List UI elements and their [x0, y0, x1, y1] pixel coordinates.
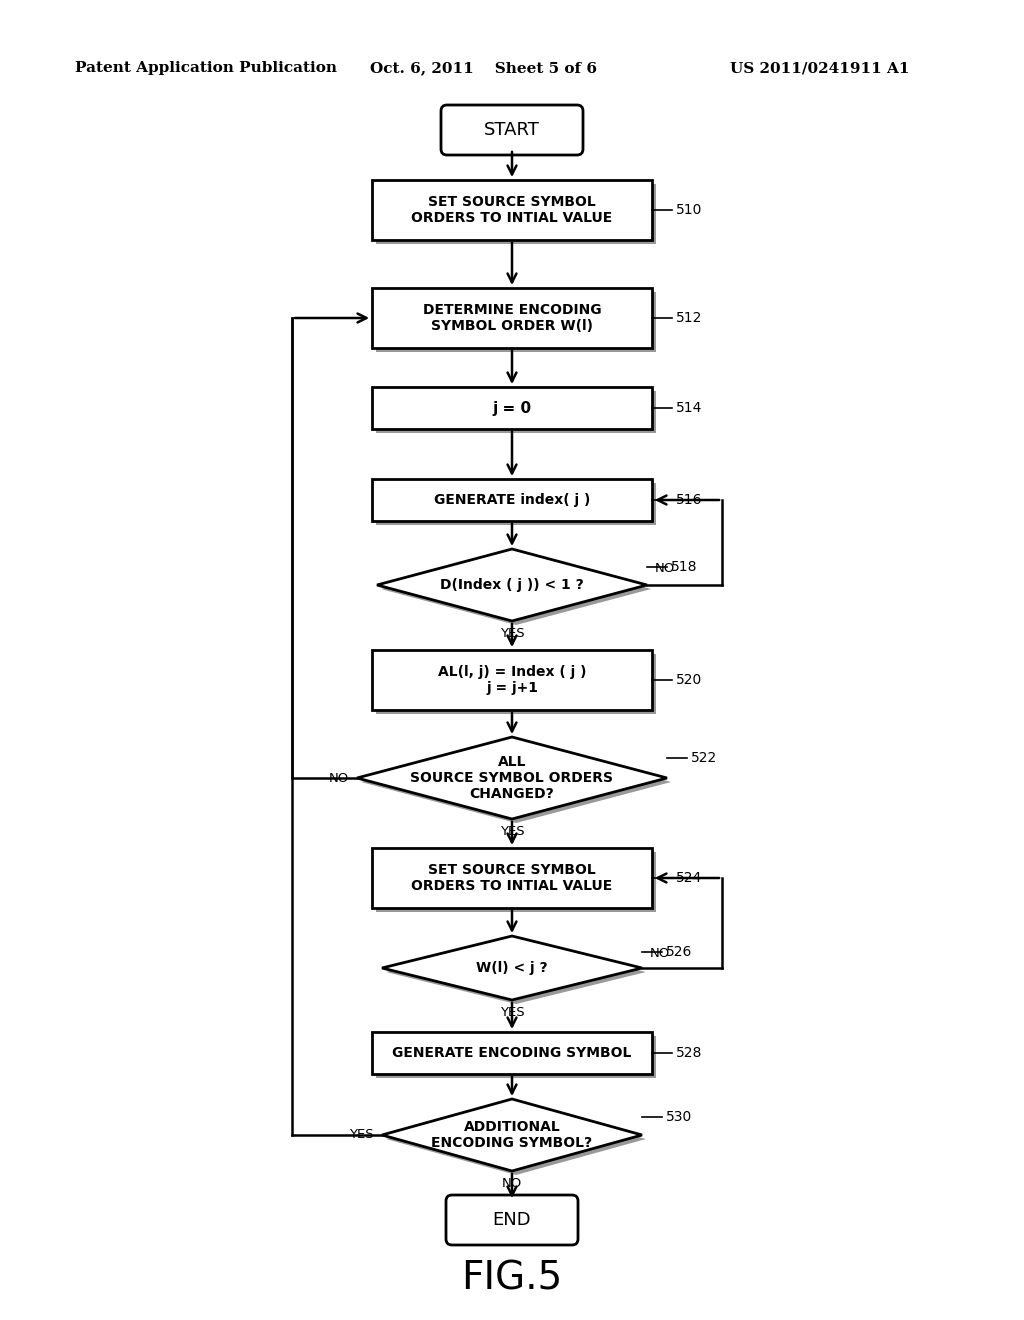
- FancyBboxPatch shape: [372, 649, 652, 710]
- Text: Oct. 6, 2011    Sheet 5 of 6: Oct. 6, 2011 Sheet 5 of 6: [370, 61, 597, 75]
- Text: SET SOURCE SYMBOL
ORDERS TO INTIAL VALUE: SET SOURCE SYMBOL ORDERS TO INTIAL VALUE: [412, 863, 612, 894]
- Text: US 2011/0241911 A1: US 2011/0241911 A1: [730, 61, 909, 75]
- Text: 524: 524: [676, 871, 702, 884]
- Text: 520: 520: [676, 673, 702, 686]
- Text: 514: 514: [676, 401, 702, 414]
- Text: ADDITIONAL
ENCODING SYMBOL?: ADDITIONAL ENCODING SYMBOL?: [431, 1119, 593, 1150]
- Text: FIG.5: FIG.5: [462, 1259, 562, 1298]
- Polygon shape: [377, 549, 647, 620]
- Polygon shape: [381, 553, 651, 624]
- Text: NO: NO: [650, 946, 671, 960]
- Text: 526: 526: [666, 945, 692, 960]
- Text: ALL
SOURCE SYMBOL ORDERS
CHANGED?: ALL SOURCE SYMBOL ORDERS CHANGED?: [411, 755, 613, 801]
- FancyBboxPatch shape: [376, 851, 656, 912]
- Text: 516: 516: [676, 492, 702, 507]
- Polygon shape: [386, 1104, 646, 1175]
- Text: START: START: [484, 121, 540, 139]
- Text: END: END: [493, 1210, 531, 1229]
- FancyBboxPatch shape: [441, 106, 583, 154]
- Text: SET SOURCE SYMBOL
ORDERS TO INTIAL VALUE: SET SOURCE SYMBOL ORDERS TO INTIAL VALUE: [412, 195, 612, 226]
- Text: 510: 510: [676, 203, 702, 216]
- Text: NO: NO: [655, 562, 675, 576]
- FancyBboxPatch shape: [376, 183, 656, 244]
- Text: j = 0: j = 0: [493, 400, 531, 416]
- Text: Patent Application Publication: Patent Application Publication: [75, 61, 337, 75]
- FancyBboxPatch shape: [376, 483, 656, 525]
- Polygon shape: [386, 940, 646, 1005]
- FancyBboxPatch shape: [372, 387, 652, 429]
- Text: GENERATE ENCODING SYMBOL: GENERATE ENCODING SYMBOL: [392, 1045, 632, 1060]
- Polygon shape: [382, 1100, 642, 1171]
- Text: NO: NO: [329, 771, 349, 784]
- FancyBboxPatch shape: [372, 1032, 652, 1074]
- Text: 522: 522: [691, 751, 717, 764]
- Polygon shape: [357, 737, 667, 818]
- Polygon shape: [361, 741, 671, 822]
- Text: 528: 528: [676, 1045, 702, 1060]
- FancyBboxPatch shape: [446, 1195, 578, 1245]
- Text: 530: 530: [666, 1110, 692, 1125]
- Text: W(l) < j ?: W(l) < j ?: [476, 961, 548, 975]
- FancyBboxPatch shape: [376, 653, 656, 714]
- Text: YES: YES: [500, 1006, 524, 1019]
- Text: 518: 518: [671, 560, 697, 574]
- Text: AL(l, j) = Index ( j )
j = j+1: AL(l, j) = Index ( j ) j = j+1: [437, 665, 587, 696]
- FancyBboxPatch shape: [376, 391, 656, 433]
- Text: DETERMINE ENCODING
SYMBOL ORDER W(l): DETERMINE ENCODING SYMBOL ORDER W(l): [423, 302, 601, 333]
- FancyBboxPatch shape: [376, 292, 656, 352]
- Text: YES: YES: [500, 825, 524, 838]
- Text: 512: 512: [676, 312, 702, 325]
- FancyBboxPatch shape: [372, 479, 652, 521]
- Text: YES: YES: [349, 1129, 374, 1142]
- Polygon shape: [382, 936, 642, 1001]
- FancyBboxPatch shape: [372, 847, 652, 908]
- Text: YES: YES: [500, 627, 524, 640]
- FancyBboxPatch shape: [372, 180, 652, 240]
- FancyBboxPatch shape: [372, 288, 652, 348]
- FancyBboxPatch shape: [376, 1036, 656, 1078]
- Text: NO: NO: [502, 1177, 522, 1191]
- Text: GENERATE index( j ): GENERATE index( j ): [434, 492, 590, 507]
- Text: D(Index ( j )) < 1 ?: D(Index ( j )) < 1 ?: [440, 578, 584, 591]
